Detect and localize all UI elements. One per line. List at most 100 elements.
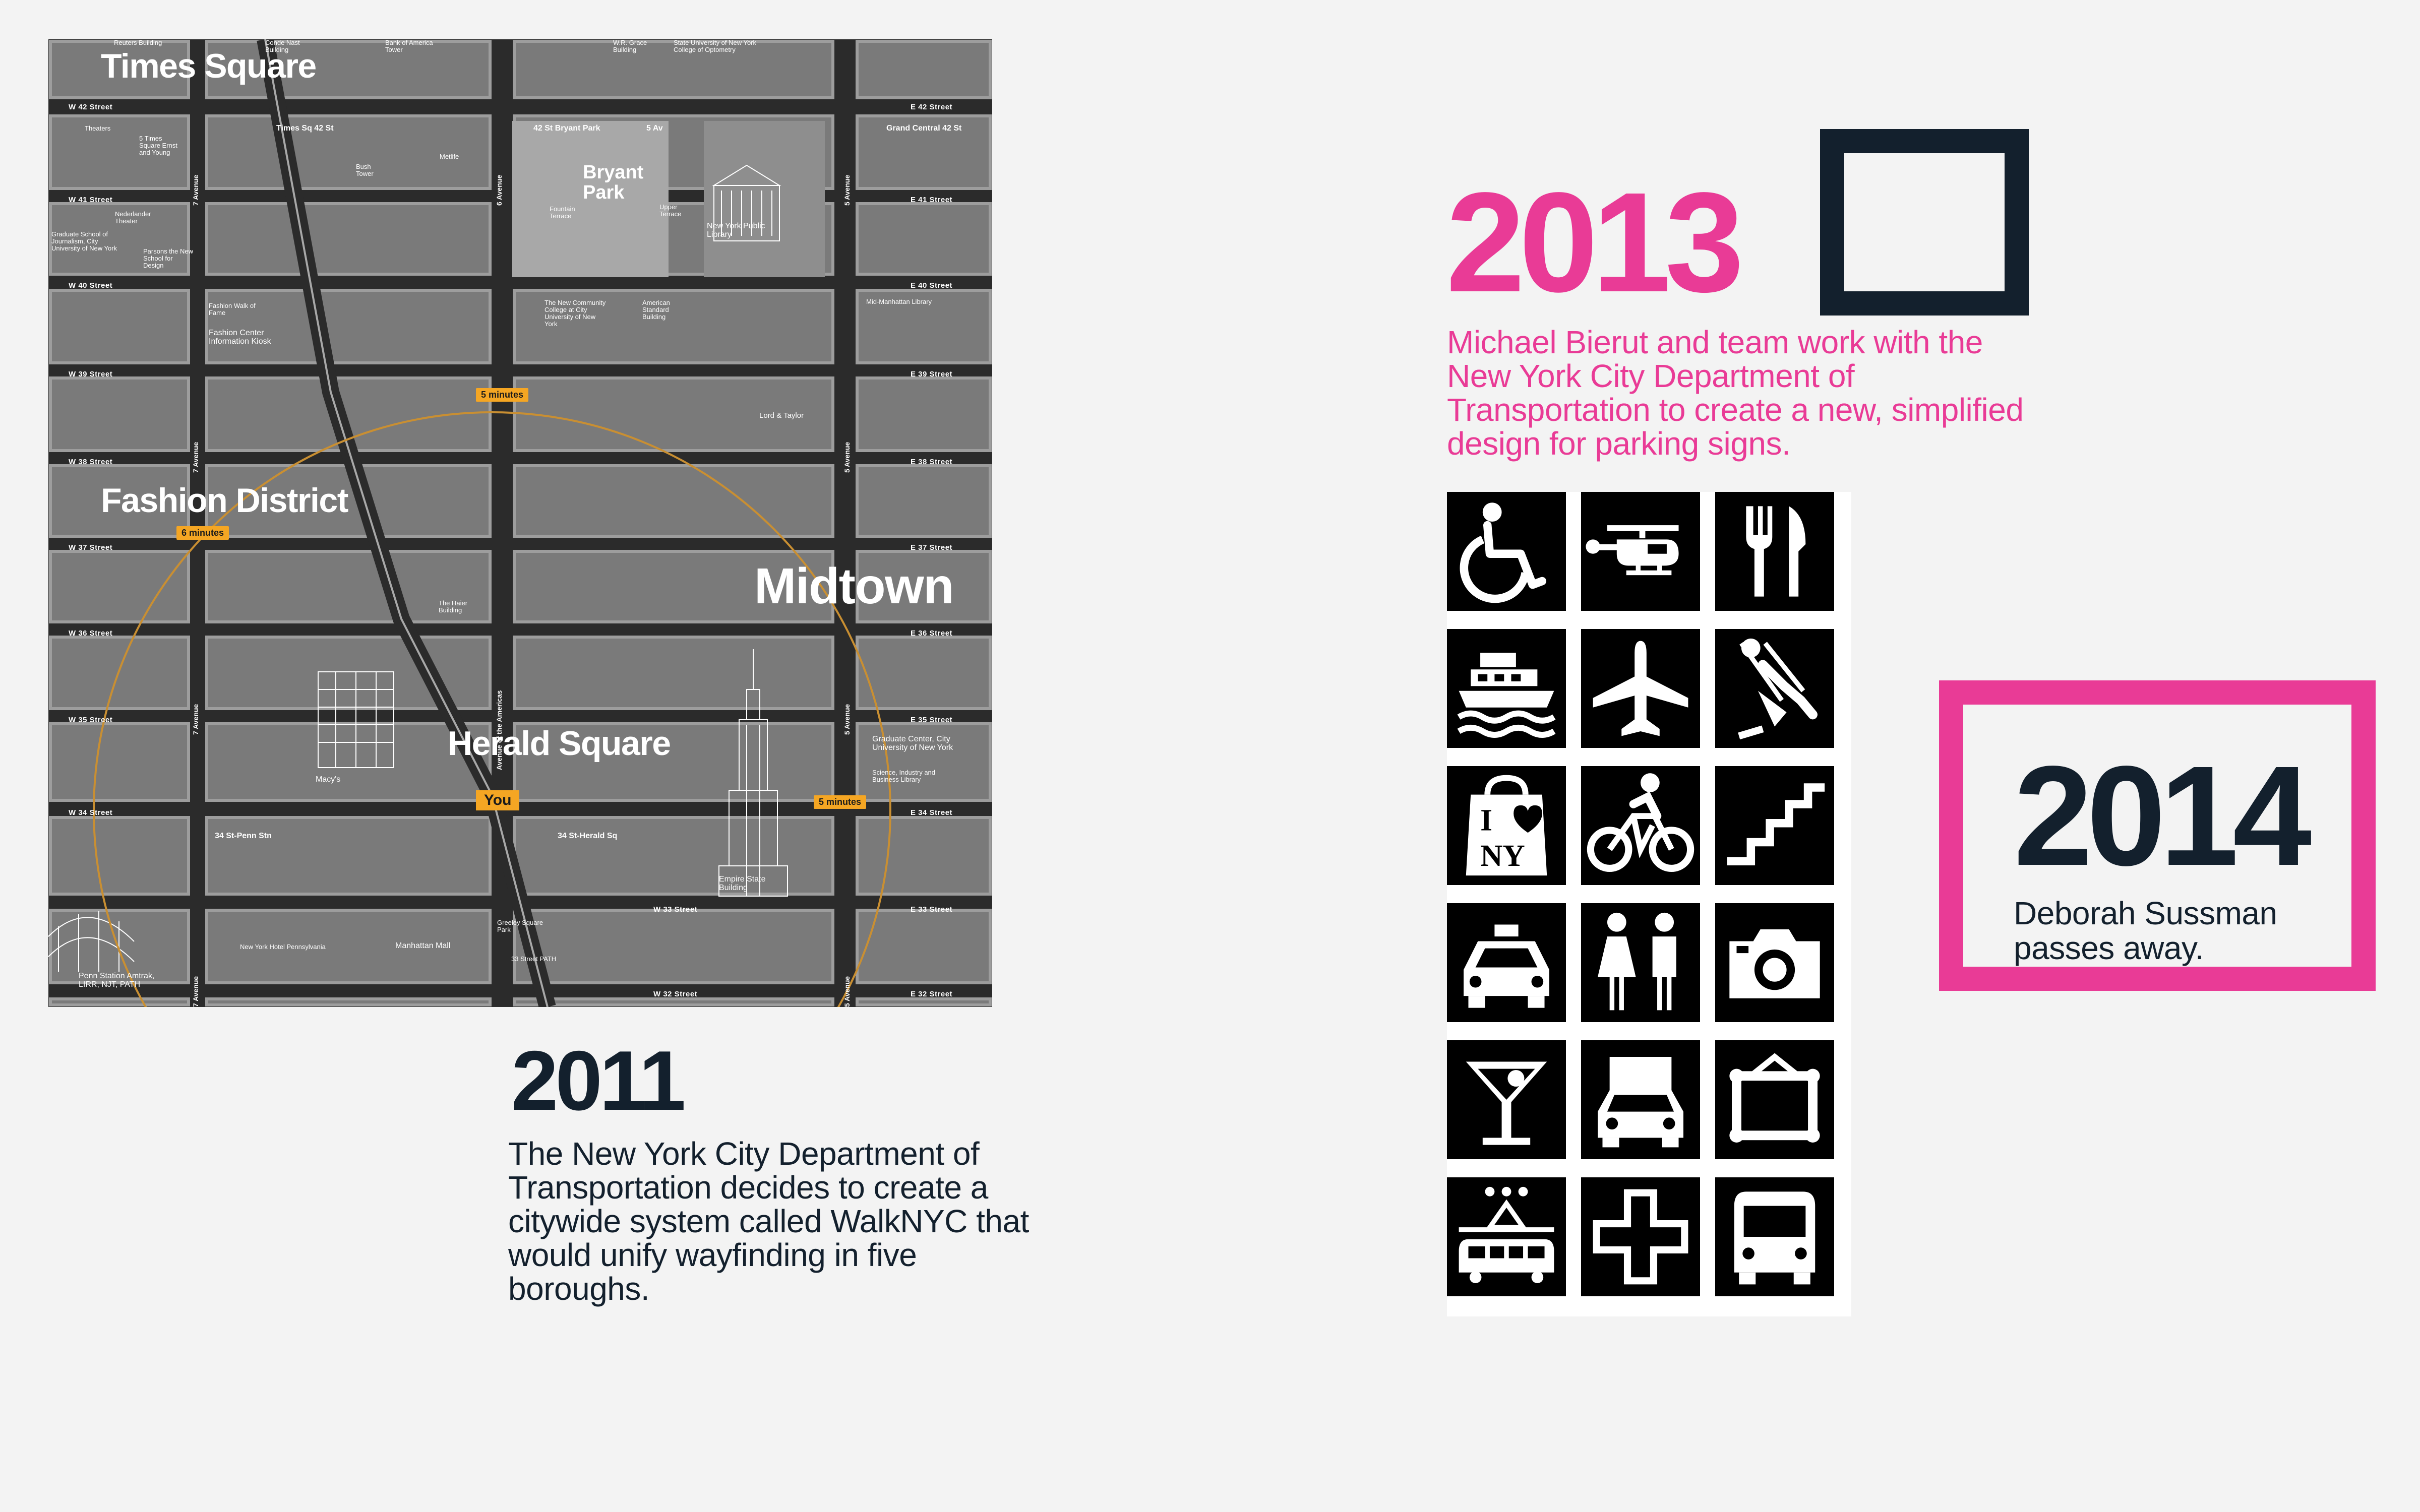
street-w39: W 39 Street (69, 370, 113, 379)
avenue-fifth-1: 5 Avenue (843, 174, 851, 206)
avenue-seventh-2: 7 Avenue (192, 442, 200, 473)
avenue-sixth-1: 6 Avenue (495, 174, 503, 206)
place-nypl: New York Public Library (707, 222, 765, 239)
svg-text:NY: NY (1480, 839, 1525, 873)
helicopter-icon (1581, 492, 1700, 611)
airplane-icon (1581, 629, 1700, 748)
medical-cross-icon (1581, 1177, 1700, 1296)
place-grad-center: Graduate Center, City University of New … (872, 735, 953, 752)
restrooms-icon (1581, 903, 1700, 1022)
bus-icon (1715, 1177, 1834, 1296)
avenue-fifth-2: 5 Avenue (843, 442, 851, 473)
street-w40: W 40 Street (69, 281, 113, 290)
place-penn-station: Penn Station Amtrak, LIRR, NJT, PATH (79, 972, 155, 989)
place-reuters: Reuters Building (114, 39, 162, 46)
wheelchair-icon (1447, 492, 1566, 611)
street-e33: E 33 Street (911, 905, 953, 914)
parking-sign-square-graphic (1820, 129, 2029, 316)
place-nyc-college: The New Community College at City Univer… (544, 299, 606, 328)
year-2014-box: 2014 Deborah Sussman passes away. (1939, 680, 2376, 991)
cocktail-icon (1447, 1040, 1566, 1159)
avenue-fifth-4: 5 Avenue (843, 976, 851, 1007)
place-greeley: Greeley Square Park (497, 919, 543, 933)
place-lord-taylor: Lord & Taylor (759, 411, 804, 420)
tram-icon (1447, 1177, 1566, 1296)
district-midtown: Midtown (754, 558, 954, 614)
street-w34: W 34 Street (69, 808, 113, 817)
street-w36: W 36 Street (69, 629, 113, 638)
museum-frame-icon (1715, 1040, 1834, 1159)
place-graduate-school: Graduate School of Journalism, City Univ… (51, 230, 117, 252)
street-w41: W 41 Street (69, 196, 113, 204)
street-w33: W 33 Street (653, 905, 698, 914)
place-path33: 33 Street PATH (511, 955, 557, 963)
place-penn34: 34 St-Penn Stn (215, 832, 272, 840)
ferry-icon (1447, 629, 1566, 748)
place-suny: State University of New York College of … (674, 39, 757, 53)
place-american-std: American Standard Building (642, 299, 670, 321)
year-2013-heading: 2013 (1446, 163, 1744, 322)
walk-time-label: 5 minutes (476, 388, 529, 402)
walk-time-label: 5 minutes (814, 795, 867, 809)
pictogram-grid: I NY (1447, 492, 1851, 1316)
year-2014-heading: 2014 (2014, 736, 2312, 895)
walknyc-map: Times Square Fashion District Midtown He… (48, 39, 992, 1007)
street-w32: W 32 Street (653, 990, 698, 998)
camera-icon (1715, 903, 1834, 1022)
street-e35: E 35 Street (911, 716, 953, 724)
street-w35: W 35 Street (69, 716, 113, 724)
avenue-seventh-4: 7 Avenue (192, 976, 200, 1007)
place-tsq42: Times Sq 42 St (276, 124, 334, 133)
place-macys: Macy's (316, 775, 341, 784)
district-herald-square: Herald Square (448, 724, 671, 763)
stairs-icon (1715, 766, 1834, 885)
place-mid-lib: Mid-Manhattan Library (866, 298, 932, 305)
place-nederlander: Nederlander Theater (115, 210, 151, 225)
truck-icon (1581, 1040, 1700, 1159)
year-2011-description: The New York City Department of Transpor… (508, 1136, 1029, 1307)
place-herald34: 34 St-Herald Sq (558, 832, 618, 840)
street-e32: E 32 Street (911, 990, 953, 998)
year-2013-description: Michael Bierut and team work with the Ne… (1447, 324, 2024, 462)
street-e38: E 38 Street (911, 458, 953, 466)
street-e41: E 41 Street (911, 196, 953, 204)
park-bryant: Bryant Park (583, 162, 644, 203)
street-w37: W 37 Street (69, 543, 113, 552)
place-manhattan-mall: Manhattan Mall (395, 941, 451, 950)
street-e42: E 42 Street (911, 103, 953, 111)
place-conde: Conde Nast Building (265, 39, 300, 53)
walk-time-label: 6 minutes (176, 526, 229, 540)
place-fashion-walk: Fashion Walk of Fame (209, 302, 256, 317)
avenue-americas: Avenue of the Americas (495, 690, 503, 770)
street-e37: E 37 Street (911, 543, 953, 552)
avenue-seventh-3: 7 Avenue (192, 704, 200, 735)
street-w38: W 38 Street (69, 458, 113, 466)
place-gc42: Grand Central 42 St (886, 124, 962, 133)
place-ernst: 5 Times Square Ernst and Young (139, 135, 177, 156)
place-boa: Bank of America Tower (385, 39, 433, 53)
you-are-here-marker: You (476, 790, 520, 810)
bicycle-icon (1581, 766, 1700, 885)
place-esb: Empire State Building (719, 875, 766, 892)
playground-swing-icon (1715, 629, 1834, 748)
street-w42: W 42 Street (69, 103, 113, 111)
place-haier: The Haier Building (439, 599, 468, 614)
place-metlife: Metlife (440, 153, 459, 160)
place-parsons: Parsons the New School for Design (143, 247, 193, 269)
map-base (48, 39, 992, 1007)
year-2014-description: Deborah Sussman passes away. (2014, 895, 2277, 966)
year-2011-heading: 2011 (511, 1033, 686, 1128)
place-bush: Bush Tower (356, 163, 374, 177)
place-av5: 5 Av (646, 124, 663, 133)
avenue-fifth-3: 5 Avenue (843, 704, 851, 735)
place-theaters: Theaters (85, 124, 111, 132)
place-wrgrace: W.R. Grace Building (613, 39, 647, 53)
place-bp42: 42 St Bryant Park (533, 124, 600, 133)
district-times-square: Times Square (101, 47, 317, 85)
svg-text:I: I (1480, 803, 1492, 837)
avenue-seventh-1: 7 Avenue (192, 174, 200, 206)
restaurant-icon (1715, 492, 1834, 611)
place-sibl: Science, Industry and Business Library (872, 769, 936, 783)
district-fashion-district: Fashion District (101, 481, 348, 520)
i-love-ny-bag-icon: I NY (1447, 766, 1566, 885)
